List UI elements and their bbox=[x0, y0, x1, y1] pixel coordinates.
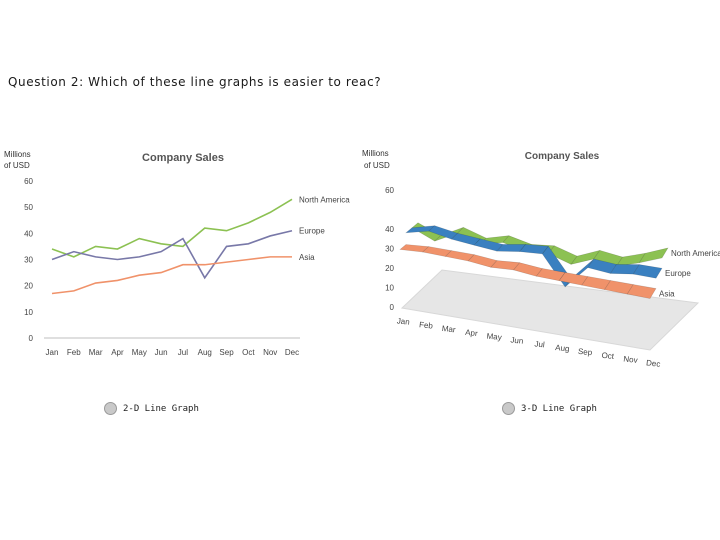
chart-2d-legend-label: North America bbox=[299, 195, 350, 204]
option-2d[interactable]: 2-D Line Graph bbox=[104, 402, 199, 415]
chart-2d-line-north-america bbox=[51, 198, 293, 258]
chart-2d-xtick-label: Feb bbox=[67, 348, 81, 357]
chart-3d-xtick-label: Sep bbox=[578, 347, 594, 357]
chart-2d-ylabel-line1: Millions bbox=[4, 150, 31, 159]
chart-2d-xtick-label: Mar bbox=[89, 348, 103, 357]
chart-2d-xtick-label: Apr bbox=[111, 348, 124, 357]
chart-3d-legend-label: North America bbox=[671, 249, 720, 258]
chart-2d-xtick-label: Nov bbox=[263, 348, 277, 357]
chart-3d-xtick-label: May bbox=[486, 332, 502, 343]
chart-3d-xtick-label: Jan bbox=[396, 316, 410, 326]
chart-3d-legend-label: Europe bbox=[665, 269, 691, 278]
chart-2d-legend-label: Asia bbox=[299, 253, 315, 262]
chart-2d-xtick-label: Jun bbox=[155, 348, 168, 357]
chart-2d-xtick-label: Oct bbox=[242, 348, 255, 357]
chart-2d-ytick-label: 40 bbox=[24, 229, 33, 238]
chart-2d-ytick-label: 0 bbox=[29, 334, 34, 343]
chart-3d-ytick-label: 20 bbox=[385, 264, 394, 273]
option-2d-label: 2-D Line Graph bbox=[123, 403, 199, 414]
chart-3d-ribbon-europe-segment bbox=[632, 264, 663, 279]
chart-3d-floor bbox=[400, 269, 700, 351]
chart-2d-xtick-label: Aug bbox=[198, 348, 212, 357]
chart-2d-ytick-label: 60 bbox=[24, 177, 33, 186]
chart-3d-ytick-label: 40 bbox=[385, 225, 394, 234]
chart-3d-xtick-label: Jun bbox=[510, 335, 524, 345]
chart-3d-ribbon-north-america-segment bbox=[638, 247, 669, 264]
chart-2d-line-europe bbox=[51, 229, 293, 280]
chart-3d-ribbon-asia-segment bbox=[626, 284, 657, 299]
chart-2d-xtick-label: Jan bbox=[46, 348, 59, 357]
chart-2d-ytick-label: 30 bbox=[24, 256, 33, 265]
radio-button-2d[interactable] bbox=[104, 402, 117, 415]
chart-3d-xtick-label: Apr bbox=[465, 328, 479, 338]
chart-3d-ytick-label: 30 bbox=[385, 245, 394, 254]
chart-3d-ytick-label: 10 bbox=[385, 284, 394, 293]
chart-3d-xtick-label: Dec bbox=[646, 358, 661, 368]
chart-3d-ylabel-line2: of USD bbox=[364, 161, 390, 170]
radio-button-3d[interactable] bbox=[502, 402, 515, 415]
chart-3d-legend-label: Asia bbox=[659, 290, 675, 299]
option-3d-label: 3-D Line Graph bbox=[521, 403, 597, 414]
chart-3d-title: Company Sales bbox=[525, 151, 600, 162]
chart-3d-xtick-label: Mar bbox=[441, 324, 456, 334]
chart-2d-title: Company Sales bbox=[142, 152, 224, 164]
question-text: Question 2: Which of these line graphs i… bbox=[8, 75, 382, 89]
chart-2d-xtick-label: May bbox=[132, 348, 147, 357]
chart-3d-xtick-label: Oct bbox=[601, 351, 615, 361]
chart-2d-ytick-label: 20 bbox=[24, 282, 33, 291]
chart-2d-ytick-label: 10 bbox=[24, 308, 33, 317]
chart-3d-xtick-label: Jul bbox=[534, 339, 545, 349]
chart-2d-xtick-label: Jul bbox=[178, 348, 188, 357]
chart-2d-xtick-label: Sep bbox=[219, 348, 234, 357]
chart-3d-ylabel-line1: Millions bbox=[362, 149, 389, 158]
option-3d[interactable]: 3-D Line Graph bbox=[502, 402, 597, 415]
chart-2d-xtick-label: Dec bbox=[285, 348, 299, 357]
chart-2d-line-asia bbox=[51, 256, 292, 295]
chart-2d-legend-label: Europe bbox=[299, 227, 325, 236]
chart-3d-ytick-label: 60 bbox=[385, 186, 394, 195]
chart-2d-ytick-label: 50 bbox=[24, 203, 33, 212]
chart-3d-ytick-label: 0 bbox=[390, 303, 395, 312]
chart-3d-xtick-label: Aug bbox=[555, 343, 570, 353]
chart-2d-ylabel-line2: of USD bbox=[4, 161, 30, 170]
chart-3d-xtick-label: Nov bbox=[623, 354, 638, 364]
chart-3d-xtick-label: Feb bbox=[419, 320, 434, 330]
